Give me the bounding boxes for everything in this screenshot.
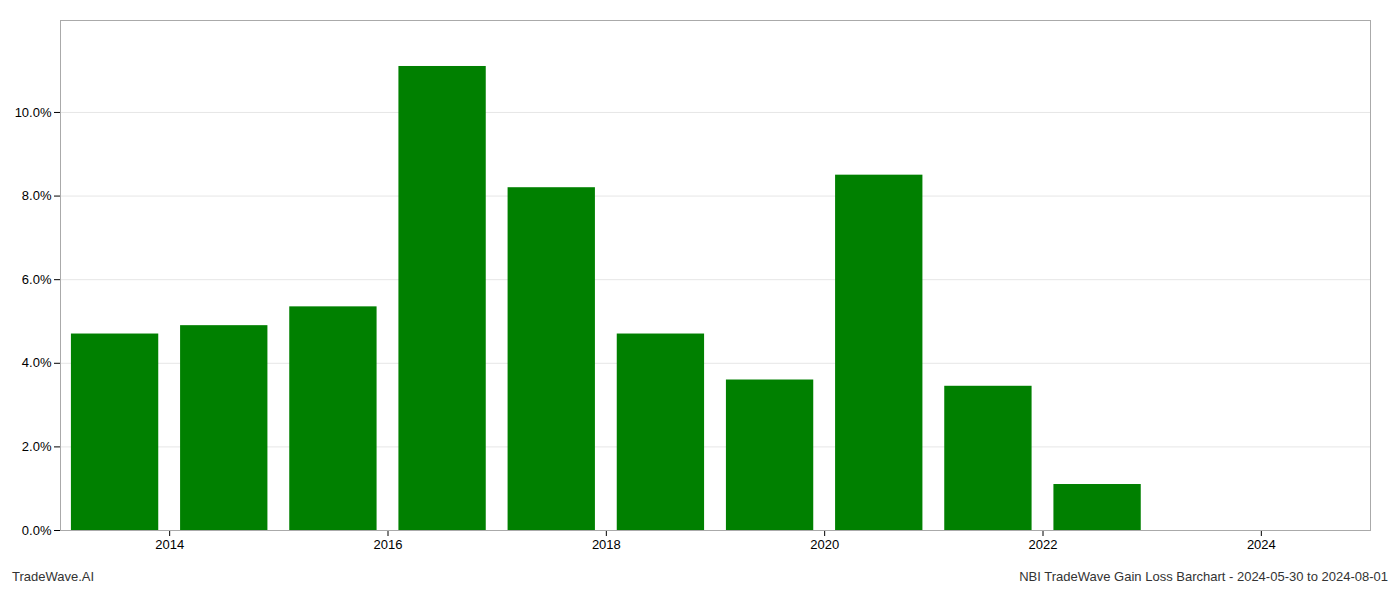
html-text:TradeWave.AI: TradeWave.AI	[12, 569, 95, 584]
svg-text:0.0%: 0.0%	[22, 523, 52, 538]
svg-text:2.0%: 2.0%	[22, 439, 52, 454]
svg-text:10.0%: 10.0%	[15, 105, 52, 120]
svg-text:4.0%: 4.0%	[22, 355, 52, 370]
svg-text:2016: 2016	[374, 537, 403, 552]
svg-text:2022: 2022	[1029, 537, 1058, 552]
html-text:NBI TradeWave Gain Loss Barcha: NBI TradeWave Gain Loss Barchart - 2024-…	[1019, 569, 1388, 584]
svg-text:8.0%: 8.0%	[22, 188, 52, 203]
svg-text:2014: 2014	[155, 537, 184, 552]
svg-text:2018: 2018	[592, 537, 621, 552]
svg-text:2020: 2020	[810, 537, 839, 552]
svg-text:6.0%: 6.0%	[22, 272, 52, 287]
svg-text:2024: 2024	[1247, 537, 1276, 552]
